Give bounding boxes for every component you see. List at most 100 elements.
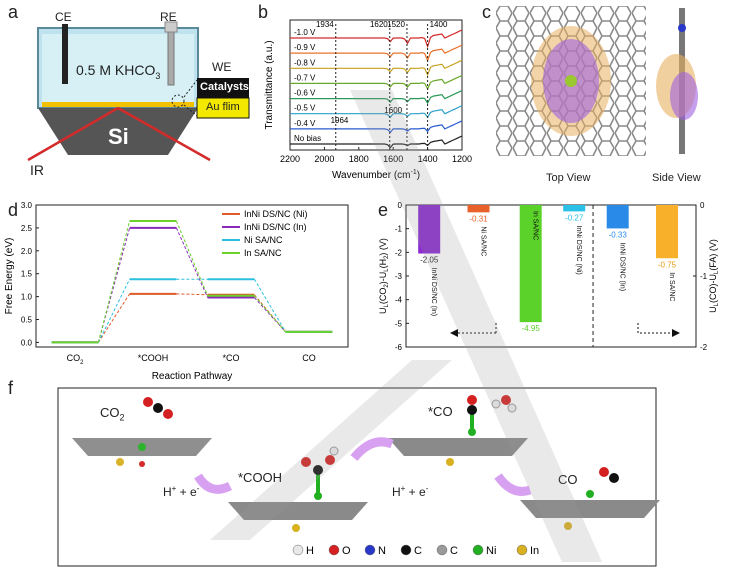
bar-value-label: -0.75 [658,260,677,269]
free-energy-chart: 0.0 0.5 1.0 1.5 2.0 2.5 3.0 Free Energy (eV) Rea… [4,201,349,382]
panel-letter-e: e [378,200,389,220]
x-axis-label: Reaction Pathway [152,371,233,382]
atom-legend-label: C [414,545,422,557]
atom-legend-swatch [436,544,448,556]
bar [563,205,586,212]
right-axis-arrowhead [672,329,680,337]
y-tick-label-right: 0 [700,201,705,210]
panel-letter-c: c [482,2,491,22]
bar-value-label: -0.31 [469,214,488,223]
peak-label: 1600 [384,106,402,115]
series-label: No bias [294,134,321,143]
x-tick-label: 1200 [452,154,472,164]
y-axis-label-right: UL(CO)-UL(FA) (V) [708,239,720,313]
panel-a-schematic [27,21,250,162]
atom-legend-swatch [364,544,376,556]
step-arrow-3 [494,473,532,496]
y-axis-label: Free Energy (eV) [4,238,15,315]
series-label: -0.5 V [294,104,316,113]
x-category-label: CO [302,353,316,363]
step-arrow-2 [350,437,394,461]
bar-category-label: In SA/NC [532,211,539,240]
bar [656,205,678,259]
step1-label: H+ + e- [163,484,200,499]
y-tick-label-left: -1 [395,225,403,234]
left-axis-arrowhead [450,329,458,337]
co-molecule [599,467,619,483]
limiting-potential-chart: 0 -1 -2 -3 -4 -5 -6 0 -1 -2 UL(CO2)-UL(H2) (V) UL(C… [378,201,720,352]
si-label: Si [108,124,129,149]
bar [519,205,542,323]
step2-label: H+ + e- [392,484,429,499]
ir-label: IR [30,162,44,178]
we-label: WE [212,60,232,74]
bar-value-label: -0.27 [565,213,584,222]
energy-connector [254,294,286,333]
panel-letter-f: f [8,378,14,398]
x-category-label: *COOH [138,353,169,363]
peak-label: 1934 [316,20,334,29]
atom-legend-label: In [530,545,539,557]
ftir-series-line [290,90,463,105]
y-tick-label: 2.5 [21,224,33,233]
atom-legend-label: Ni [486,545,496,557]
slab-co [520,490,660,530]
y-tick-label-left: -2 [395,248,403,257]
series-label: -0.4 V [294,119,316,128]
atom-legend-swatch [292,544,304,556]
panel-letter-d: d [8,200,19,220]
left-axis-arrow [456,323,497,334]
atom-legend-label: C [450,545,458,557]
bar-category-label: InNi DS/NC (Ni) [575,225,582,274]
energy-connector [254,295,286,333]
bar-value-label: -0.33 [609,230,628,239]
y-axis-label-left: UL(CO2)-UL(H2) (V) [378,238,390,314]
y-tick-label-right: -2 [700,343,708,352]
peak-label: 1400 [430,20,448,29]
series-label: -0.9 V [294,43,316,52]
y-tick-label: 0.0 [21,338,33,347]
cooh-label: *COOH [238,470,283,485]
co-ads-label: *CO [428,404,453,419]
x-tick-label: 1600 [383,154,403,164]
charge-density-side-view [656,8,698,154]
atom-legend-label: O [342,545,351,557]
energy-connector [175,220,209,296]
bar-value-label: -2.05 [420,256,439,265]
counter-electrode [62,24,68,84]
x-axis-label-close: ) [417,170,420,181]
ftir-series-line [290,105,463,119]
legend-label: InNi DS/NC (Ni) [244,209,308,219]
slab-cooh [228,492,368,532]
energy-connector [176,293,208,296]
bar-category-label: InNi DS/NC (In) [430,268,437,317]
y-tick-label-left: 0 [398,201,403,210]
series-label: -1.0 V [294,28,316,37]
slab-co-ads [388,428,528,466]
legend-label: InNi DS/NC (In) [244,222,307,232]
series-label: -0.6 V [294,89,316,98]
x-tick-label: 1800 [349,154,369,164]
panel-letter-b: b [258,2,269,22]
peak-label: 1964 [331,116,349,125]
y-tick-label-right: -1 [700,272,708,281]
slab-co2 [72,438,212,467]
top-view-label: Top View [546,172,591,184]
bar-category-label: Ni SA/NC [480,226,487,256]
x-axis-label-sup: -1 [410,169,416,176]
ftir-chart: 2200 2000 1800 1600 1400 1200 Wavenumber (cm-1… [264,19,472,181]
au-film-label: Au flim [206,101,240,113]
catalysts-label: Catalysts [200,81,249,93]
metal-atom [565,75,577,87]
x-tick-label: 1400 [418,154,438,164]
x-tick-label: 2200 [280,154,300,164]
au-film-layer [42,102,194,107]
ftir-series-line [290,59,463,77]
peak-label: 1520 [387,20,405,29]
series-label: -0.7 V [294,73,316,82]
si-prism [38,108,198,155]
legend-label: In SA/NC [244,248,282,258]
co2-molecule [143,397,173,419]
bar [418,205,441,254]
energy-connector [253,278,287,333]
